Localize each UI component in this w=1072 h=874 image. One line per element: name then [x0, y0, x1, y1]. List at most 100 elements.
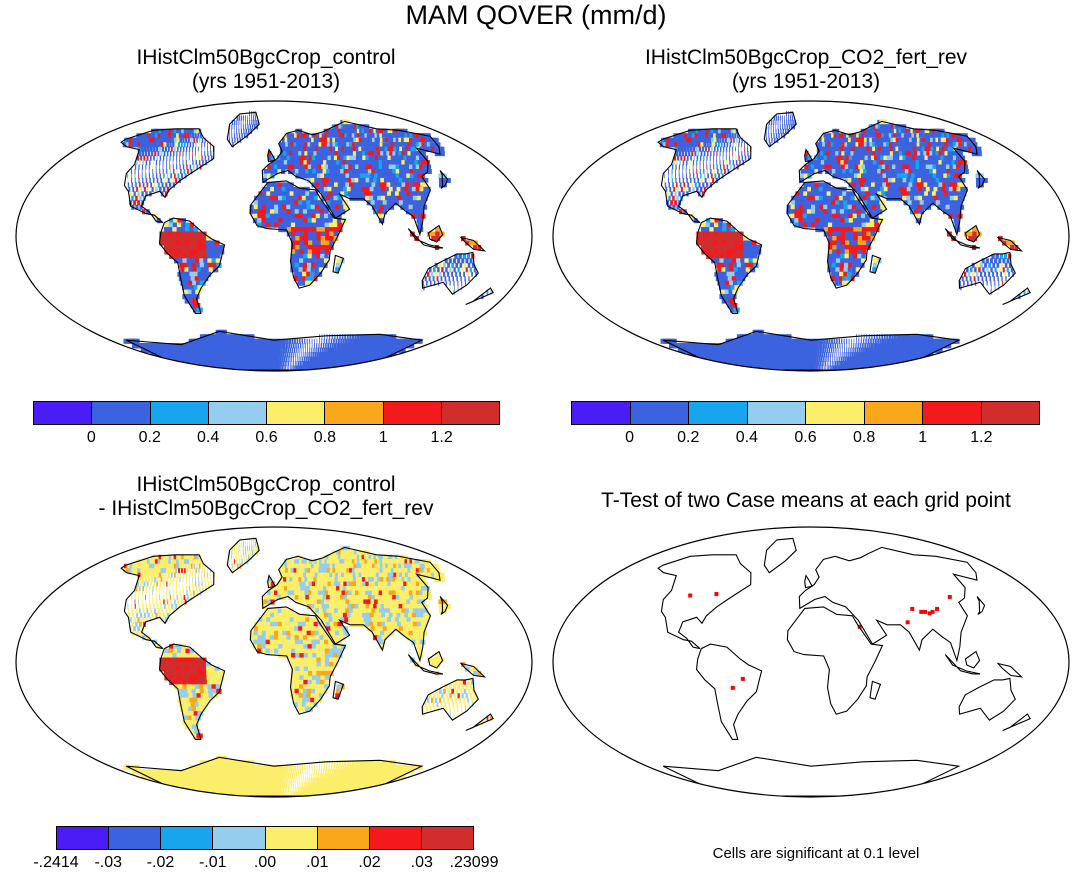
grid-cell	[823, 218, 829, 224]
grid-cell	[870, 182, 877, 188]
grid-cell	[844, 347, 845, 353]
grid-cell	[823, 352, 826, 358]
grid-cell	[861, 155, 868, 161]
grid-cell	[692, 146, 696, 152]
grid-cell	[389, 195, 396, 201]
grid-cell	[168, 137, 172, 143]
grid-cell	[844, 151, 850, 157]
panel-title-bottom-left: IHistClm50BgcCrop_control - IHistClm50Bg…	[16, 473, 516, 521]
grid-cell	[963, 271, 967, 277]
grid-cell	[316, 227, 322, 233]
grid-cell	[193, 128, 197, 134]
grid-cell	[825, 361, 827, 367]
grid-cell	[361, 164, 369, 170]
grid-cell	[290, 213, 296, 219]
grid-cell	[234, 137, 236, 143]
grid-cell	[941, 195, 949, 201]
grid-cell	[428, 267, 432, 273]
grid-cell	[182, 146, 185, 152]
grid-cell	[166, 169, 168, 175]
grid-cell	[298, 169, 304, 175]
grid-cell	[266, 338, 270, 344]
grid-cell	[190, 365, 202, 371]
grid-cell	[166, 142, 169, 148]
grid-cell	[715, 276, 722, 282]
grid-cell	[866, 169, 873, 175]
grid-cell	[192, 146, 194, 152]
grid-cell	[360, 343, 365, 349]
grid-cell	[863, 200, 869, 206]
grid-cell	[727, 303, 734, 309]
grid-cell	[288, 365, 290, 371]
grid-cell	[404, 186, 412, 192]
grid-cell	[814, 155, 819, 161]
grid-cell	[299, 365, 302, 371]
grid-cell	[790, 200, 796, 206]
grid-cell	[751, 244, 757, 250]
grid-cell	[780, 133, 783, 139]
grid-cell	[891, 164, 899, 170]
grid-cell	[841, 133, 847, 139]
grid-cell	[294, 258, 300, 264]
grid-cell	[180, 280, 187, 286]
grid-cell	[850, 160, 856, 166]
grid-cell	[703, 186, 707, 192]
grid-cell	[733, 137, 735, 143]
grid-cell	[296, 142, 301, 148]
grid-cell	[261, 209, 267, 215]
grid-cell	[287, 356, 289, 362]
grid-cell	[324, 191, 331, 197]
grid-cell	[349, 334, 352, 340]
grid-cell	[676, 133, 682, 139]
grid-cell	[906, 334, 910, 340]
grid-cell	[171, 137, 175, 143]
grid-cell	[303, 160, 309, 166]
grid-cell	[193, 285, 200, 291]
grid-cell	[699, 186, 703, 192]
grid-cell	[358, 343, 363, 349]
grid-cell	[159, 173, 161, 179]
grid-cell	[129, 191, 132, 197]
grid-cell	[339, 204, 345, 210]
grid-cell	[416, 182, 424, 188]
grid-cell	[206, 253, 213, 259]
grid-cell	[843, 177, 850, 183]
grid-cell	[255, 352, 260, 358]
grid-cell	[287, 160, 292, 166]
grid-cell	[751, 249, 758, 255]
grid-cell	[1001, 276, 1003, 282]
grid-cell	[282, 209, 288, 215]
grid-cell	[342, 160, 349, 166]
grid-cell	[686, 177, 688, 183]
grid-cell	[953, 173, 962, 179]
grid-cell	[385, 195, 392, 201]
grid-cell	[678, 151, 682, 157]
grid-cell	[258, 191, 263, 197]
grid-cell	[309, 347, 311, 353]
grid-cell	[939, 177, 947, 183]
grid-cell	[677, 142, 681, 148]
grid-cell	[680, 186, 683, 192]
grid-cell	[269, 218, 275, 224]
grid-cell	[968, 236, 973, 242]
grid-cell	[249, 124, 251, 130]
grid-cell	[347, 177, 354, 183]
grid-cell	[285, 365, 287, 371]
grid-cell	[827, 209, 833, 215]
grid-cell	[150, 182, 153, 188]
grid-cell	[292, 151, 297, 157]
grid-cell	[283, 356, 286, 362]
grid-cell	[839, 155, 845, 161]
grid-cell	[411, 186, 419, 192]
grid-cell	[743, 244, 749, 250]
grid-cell	[973, 276, 976, 282]
grid-cell	[288, 352, 290, 358]
grid-cell	[706, 151, 709, 157]
grid-cell	[730, 236, 736, 242]
grid-cell	[713, 222, 719, 228]
grid-cell	[794, 209, 800, 215]
grid-cell	[327, 173, 334, 179]
grid-cell	[957, 182, 965, 188]
grid-cell	[780, 128, 782, 134]
grid-cell	[169, 142, 172, 148]
